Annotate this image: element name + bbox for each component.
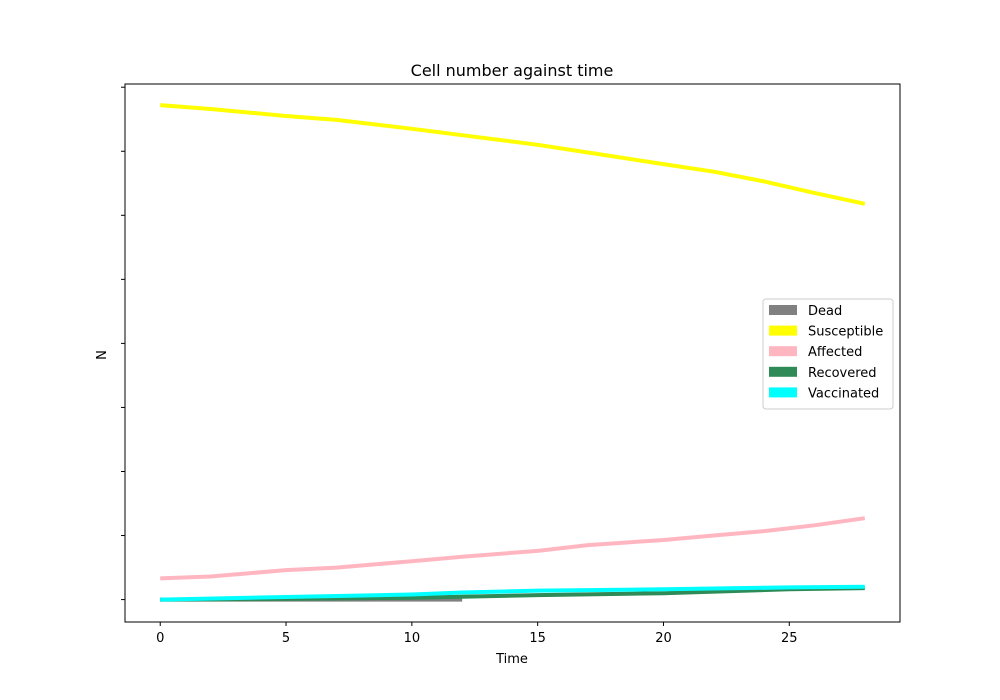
legend-swatch-recovered bbox=[769, 366, 797, 377]
legend-label-affected: Affected bbox=[808, 345, 862, 360]
legend-swatch-susceptible bbox=[769, 325, 797, 336]
plot-frame bbox=[124, 83, 901, 623]
x-tick-label: 15 bbox=[529, 631, 546, 646]
legend-label-vaccinated: Vaccinated bbox=[808, 386, 879, 401]
x-tick-label: 10 bbox=[404, 631, 421, 646]
y-axis-label: N bbox=[95, 350, 110, 360]
legend-swatch-affected bbox=[769, 346, 797, 357]
chart-title: Cell number against time bbox=[411, 61, 614, 80]
x-axis-label: Time bbox=[495, 652, 528, 667]
legend-swatch-vaccinated bbox=[769, 387, 797, 398]
x-axis: 0 5 10 15 20 25 bbox=[156, 622, 798, 646]
series-line-susceptible bbox=[160, 103, 866, 206]
legend-label-dead: Dead bbox=[808, 304, 842, 319]
y-axis bbox=[121, 86, 125, 601]
series-line-vaccinated bbox=[160, 584, 865, 602]
legend-label-susceptible: Susceptible bbox=[808, 325, 883, 340]
x-tick-label: 0 bbox=[156, 631, 164, 646]
legend-swatch-dead bbox=[769, 305, 797, 315]
series-layer bbox=[160, 103, 866, 602]
legend-label-recovered: Recovered bbox=[808, 366, 877, 381]
x-tick-label: 5 bbox=[282, 631, 290, 646]
legend: Dead Susceptible Affected Recovered Vaccinat… bbox=[762, 298, 894, 410]
x-tick-label: 25 bbox=[781, 631, 798, 646]
x-tick-label: 20 bbox=[655, 631, 672, 646]
series-line-affected bbox=[160, 516, 866, 581]
